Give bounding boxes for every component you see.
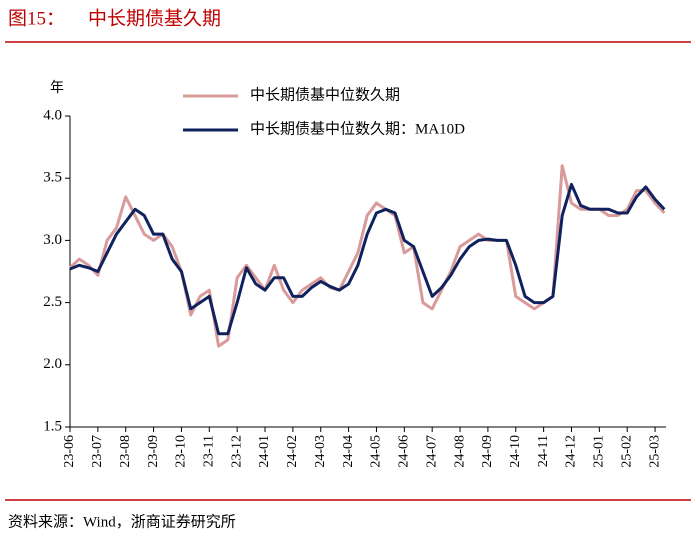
y-tick-label: 3.0: [43, 232, 62, 248]
figure-label: 图15：: [8, 8, 65, 29]
y-tick-label: 3.5: [43, 170, 62, 186]
x-tick-label: 23-12: [229, 435, 244, 468]
x-tick-label: 24-02: [285, 435, 300, 468]
x-tick-label: 23-07: [90, 435, 105, 468]
chart-title: 中长期债基久期: [88, 7, 221, 29]
x-tick-label: 24-01: [257, 435, 272, 468]
y-tick-label: 1.5: [43, 418, 62, 434]
x-tick-label: 25-03: [647, 435, 662, 468]
x-tick-label: 23-10: [174, 435, 189, 468]
x-tick-label: 24-06: [397, 435, 412, 468]
y-tick-label: 4.0: [43, 107, 62, 123]
x-tick-label: 24-12: [564, 435, 579, 468]
y-tick-label: 2.0: [43, 356, 62, 372]
series-line: [68, 164, 666, 348]
x-tick-label: 24-05: [369, 435, 384, 468]
y-unit: 年: [50, 80, 64, 96]
x-tick-label: 25-02: [619, 435, 634, 468]
x-tick-label: 24-08: [452, 435, 467, 468]
x-tick-label: 24-04: [341, 435, 356, 468]
x-tick-label: 23-06: [62, 435, 77, 468]
series-line: [69, 182, 666, 336]
x-tick-label: 24-09: [480, 435, 495, 468]
legend-label: 中长期债基中位数久期：MA10D: [250, 120, 465, 137]
x-tick-label: 23-08: [118, 435, 133, 468]
legend-label: 中长期债基中位数久期: [250, 86, 400, 103]
x-tick-label: 23-11: [202, 435, 217, 467]
source: 资料来源：Wind，浙商证券研究所: [8, 513, 236, 530]
x-tick-label: 24-10: [508, 435, 523, 468]
x-tick-label: 25-01: [592, 435, 607, 468]
x-tick-label: 24-11: [536, 435, 551, 467]
x-tick-label: 24-07: [424, 435, 439, 468]
x-tick-label: 24-03: [313, 435, 328, 468]
x-tick-label: 23-09: [146, 435, 161, 468]
y-tick-label: 2.5: [43, 294, 62, 310]
